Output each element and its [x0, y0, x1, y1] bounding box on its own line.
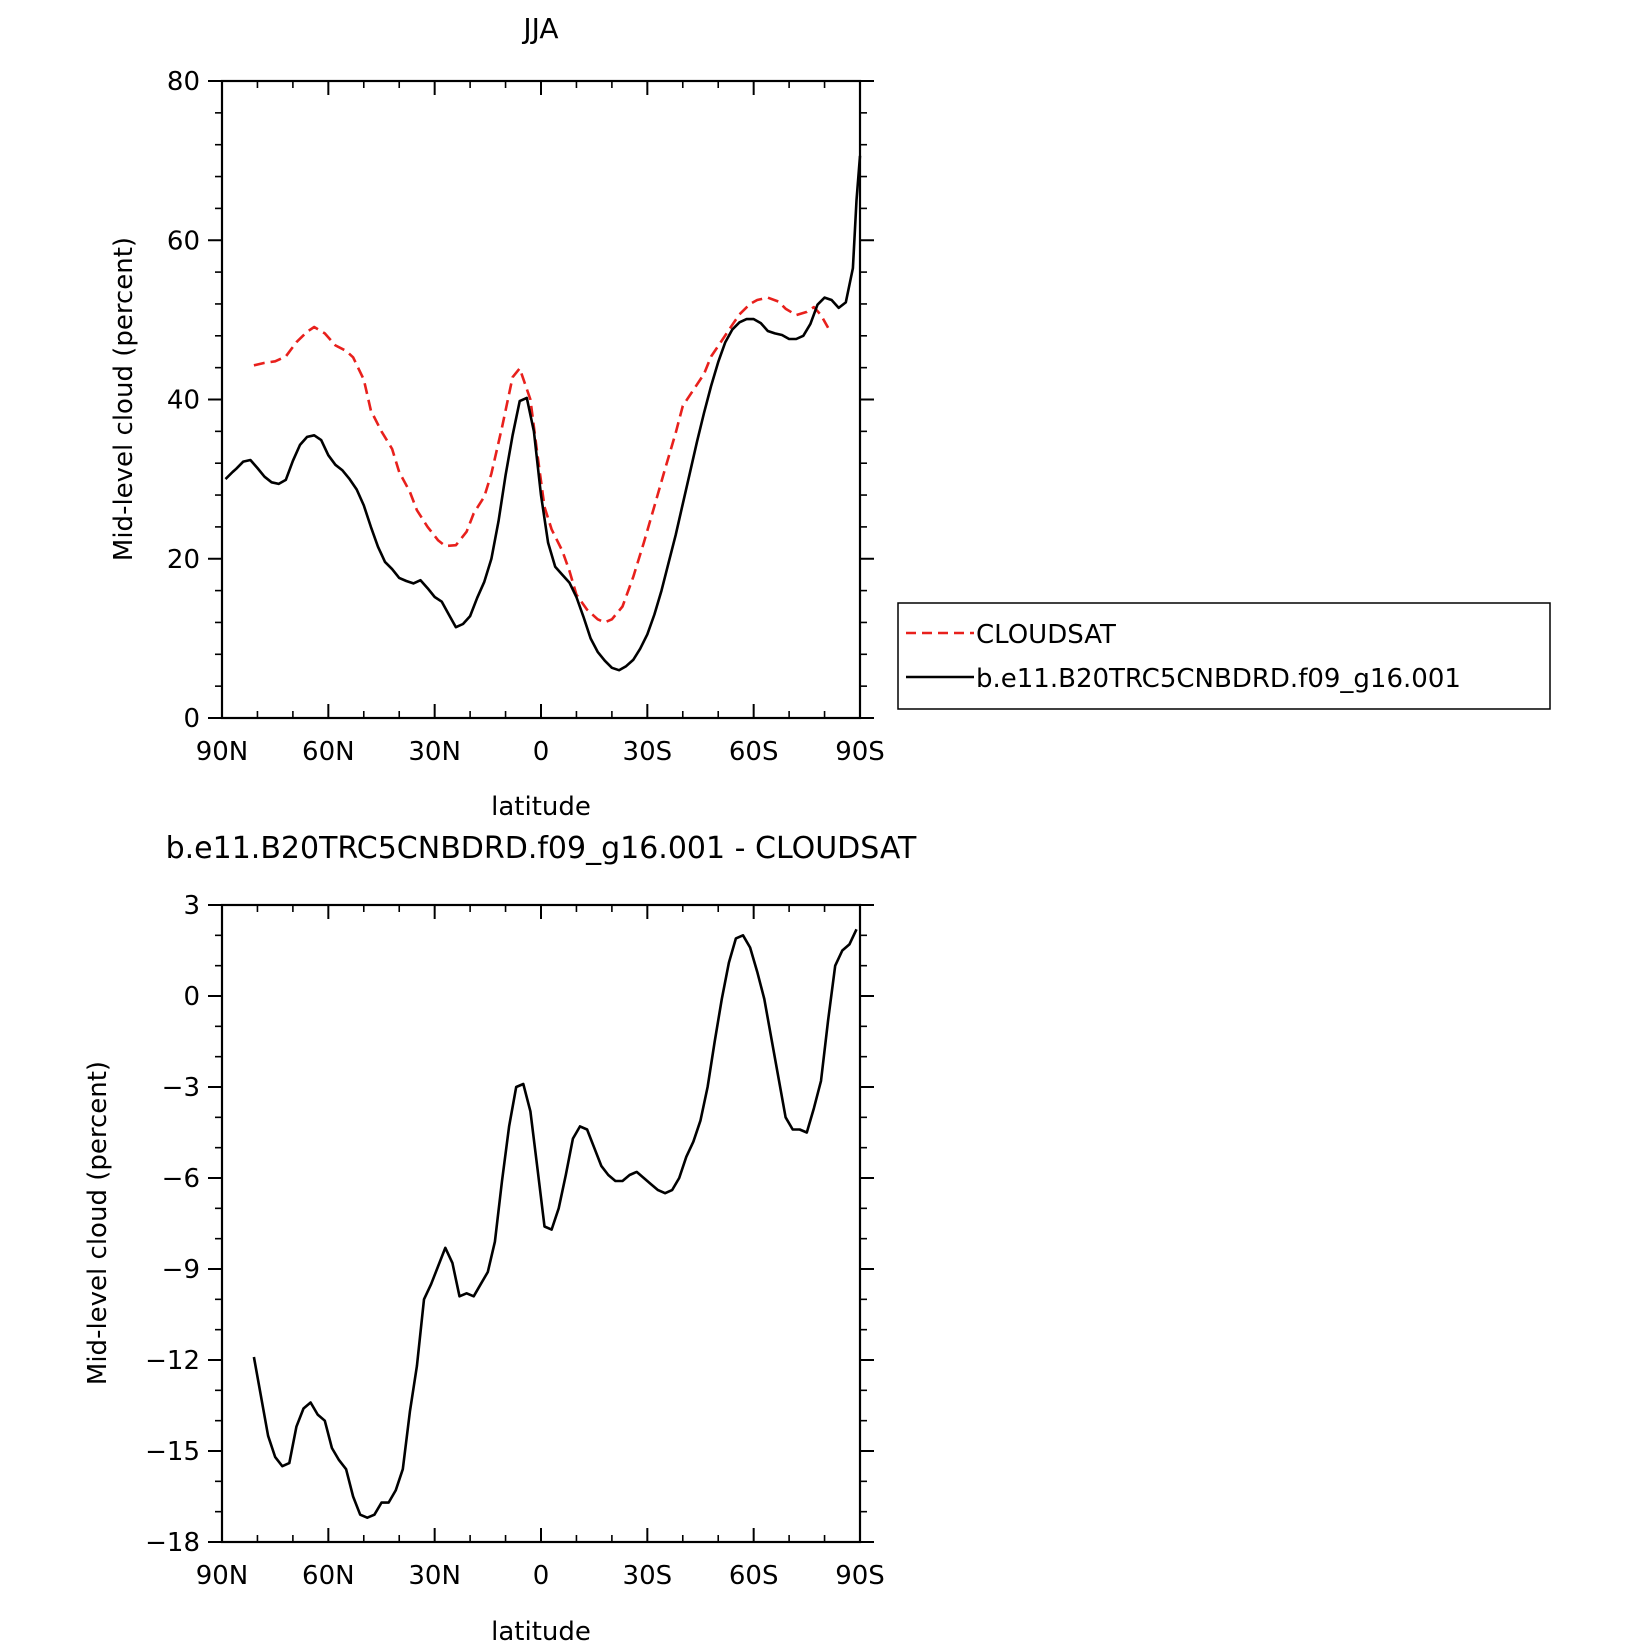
- bottom-panel-x-tick-label: 90N: [196, 1561, 249, 1591]
- bottom-panel-x-tick-label: 60S: [729, 1561, 779, 1591]
- bottom-panel-y-tick-label: −12: [145, 1346, 200, 1376]
- bottom-panel-y-tick-label: 3: [183, 891, 200, 921]
- bottom-panel-x-tick-label: 30S: [623, 1561, 673, 1591]
- bottom-panel-y-tick-labels: 3 0 −3 −6 −9 −12 −15 −18: [145, 891, 200, 1558]
- top-panel-x-tick-label: 60S: [729, 737, 779, 767]
- top-panel-x-tick-label: 60N: [302, 737, 355, 767]
- top-panel-y-tick-label: 20: [167, 545, 200, 575]
- top-panel-series-line-0: [253, 296, 830, 624]
- top-panel-x-tick-label: 30N: [408, 737, 461, 767]
- bottom-panel-ticks: [208, 904, 874, 1543]
- bottom-panel-x-tick-label: 90S: [835, 1561, 885, 1591]
- top-panel-ticks: [208, 80, 874, 719]
- legend: CLOUDSAT b.e11.B20TRC5CNBDRD.f09_g16.001: [897, 602, 1551, 710]
- bottom-panel-series: [252, 928, 858, 1519]
- legend-label-model: b.e11.B20TRC5CNBDRD.f09_g16.001: [976, 664, 1461, 694]
- bottom-panel-x-tick-label: 60N: [302, 1561, 355, 1591]
- top-panel-x-tick-label: 90S: [835, 737, 885, 767]
- top-panel-title: JJA: [521, 12, 558, 45]
- top-panel-y-axis-label: Mid-level cloud (percent): [109, 237, 139, 561]
- bottom-panel-x-tick-label: 30N: [408, 1561, 461, 1591]
- bottom-panel-y-tick-label: −9: [162, 1255, 200, 1285]
- top-panel-x-tick-label: 30S: [623, 737, 673, 767]
- bottom-panel-y-tick-label: −15: [145, 1437, 200, 1467]
- bottom-panel-x-tick-label: 0: [533, 1561, 550, 1591]
- bottom-panel-title: b.e11.B20TRC5CNBDRD.f09_g16.001 - CLOUDS…: [166, 831, 917, 866]
- bottom-panel-y-axis-label: Mid-level cloud (percent): [83, 1061, 113, 1385]
- top-panel-x-tick-labels: 90N 60N 30N 0 30S 60S 90S: [196, 737, 885, 767]
- legend-label-cloudsat: CLOUDSAT: [976, 620, 1116, 650]
- top-panel-y-tick-label: 80: [167, 67, 200, 97]
- top-panel-series: [224, 155, 862, 672]
- top-panel: JJA 0 20 40 60 80 90N 60N 30N 0 30S 60S 90S latitu…: [109, 12, 1551, 822]
- legend-box: [897, 602, 1551, 710]
- top-panel-x-tick-label: 0: [533, 737, 550, 767]
- bottom-panel-y-tick-label: −3: [162, 1073, 200, 1103]
- bottom-panel-y-tick-label: −18: [145, 1528, 200, 1558]
- top-panel-frame: [220, 79, 862, 720]
- top-panel-y-tick-label: 40: [167, 386, 200, 416]
- top-panel-x-axis-label: latitude: [491, 792, 591, 822]
- bottom-panel: b.e11.B20TRC5CNBDRD.f09_g16.001 - CLOUDS…: [83, 831, 917, 1647]
- bottom-panel-x-axis-label: latitude: [491, 1617, 591, 1647]
- top-panel-x-tick-label: 90N: [196, 737, 249, 767]
- bottom-panel-x-tick-labels: 90N 60N 30N 0 30S 60S 90S: [196, 1561, 885, 1591]
- top-panel-y-tick-labels: 0 20 40 60 80: [167, 67, 200, 734]
- top-panel-series-line-1: [224, 155, 862, 672]
- top-panel-y-tick-label: 0: [183, 704, 200, 734]
- bottom-panel-series-line-0: [252, 928, 858, 1519]
- bottom-panel-y-tick-label: 0: [183, 982, 200, 1012]
- bottom-panel-y-tick-label: −6: [162, 1164, 200, 1194]
- top-panel-y-tick-label: 60: [167, 226, 200, 256]
